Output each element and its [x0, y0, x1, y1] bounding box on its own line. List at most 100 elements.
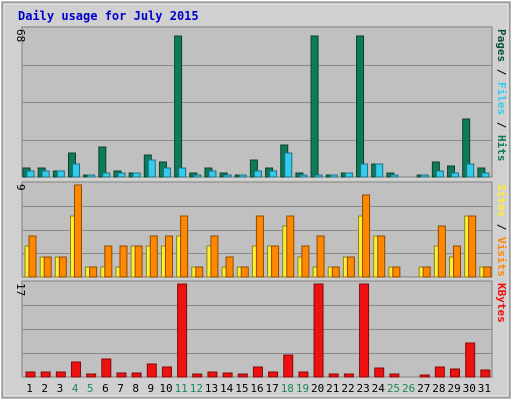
x-tick-label-day-31: 31	[478, 382, 491, 395]
legend-kbytes: KBytes	[495, 283, 508, 323]
bar-hits-files-day-22	[344, 172, 353, 178]
bar-visits-visits-day-4	[73, 184, 82, 278]
x-tick-label-day-28: 28	[432, 382, 445, 395]
bar-hits-files-day-19	[299, 174, 308, 178]
bar-kbytes-kbytes-day-25	[389, 373, 400, 378]
bar-kbytes-kbytes-day-17	[268, 371, 279, 378]
panel-hits-ymax-label: 68	[14, 29, 27, 42]
x-tick-label-day-1: 1	[26, 382, 33, 395]
bar-visits-visits-day-9	[149, 235, 158, 278]
bar-kbytes-kbytes-day-22	[343, 373, 354, 378]
bar-visits-visits-day-7	[119, 245, 128, 278]
bar-kbytes-kbytes-day-31	[480, 369, 491, 378]
bar-hits-files-day-29	[451, 172, 460, 178]
bar-hits-files-day-4	[71, 163, 80, 178]
bar-visits-visits-day-30	[468, 215, 477, 278]
bar-visits-visits-day-24	[377, 235, 386, 278]
x-tick-label-day-25: 25	[387, 382, 400, 395]
bar-visits-visits-day-5	[89, 266, 98, 278]
bar-hits-files-day-2	[41, 170, 50, 178]
bar-visits-visits-day-18	[286, 215, 295, 278]
bar-hits-files-day-12	[193, 174, 202, 178]
bar-kbytes-kbytes-day-19	[298, 371, 309, 378]
x-tick-label-day-5: 5	[87, 382, 94, 395]
legend-separator: /	[495, 115, 508, 135]
chart-title: Daily usage for July 2015	[18, 9, 199, 23]
bar-hits-files-day-7	[117, 172, 126, 178]
x-tick-label-day-14: 14	[220, 382, 234, 395]
bar-kbytes-kbytes-day-14	[222, 372, 233, 378]
bar-visits-visits-day-19	[301, 245, 310, 278]
bar-kbytes-kbytes-day-23	[359, 283, 370, 378]
bar-visits-visits-day-3	[58, 256, 67, 278]
bar-visits-visits-day-10	[164, 235, 173, 278]
bar-hits-files-day-24	[375, 163, 384, 178]
legend-files: Files	[495, 82, 508, 115]
bar-visits-visits-day-29	[453, 245, 462, 278]
panel-kbytes-ymax-label: 17	[14, 283, 27, 296]
bar-kbytes-kbytes-day-28	[434, 366, 445, 378]
panel-visits-legend: Sites / Visits	[495, 184, 508, 277]
bar-visits-visits-day-20	[316, 235, 325, 278]
bar-kbytes-kbytes-day-11	[177, 283, 188, 378]
bar-hits-hits-day-20	[310, 35, 319, 178]
bar-kbytes-kbytes-day-21	[328, 373, 339, 378]
legend-separator: /	[495, 62, 508, 82]
bar-visits-visits-day-25	[392, 266, 401, 278]
bar-hits-files-day-1	[26, 170, 35, 178]
bar-kbytes-kbytes-day-27	[419, 374, 430, 378]
bar-hits-files-day-25	[390, 174, 399, 178]
bar-visits-visits-day-11	[180, 215, 189, 278]
bar-hits-hits-day-16	[249, 159, 258, 178]
x-tick-label-day-17: 17	[266, 382, 279, 395]
bar-kbytes-kbytes-day-30	[465, 342, 476, 378]
bar-hits-files-day-20	[314, 174, 323, 178]
bar-visits-visits-day-23	[362, 194, 371, 278]
bar-hits-files-day-9	[147, 159, 156, 178]
x-tick-label-day-15: 15	[235, 382, 248, 395]
bar-hits-files-day-31	[481, 172, 490, 178]
x-tick-label-day-10: 10	[159, 382, 172, 395]
bar-visits-visits-day-14	[225, 256, 234, 278]
bar-visits-visits-day-1	[28, 235, 37, 278]
chart-panels: 68 Pages / Files / Hits 9 Sites / Visits 17 K…	[14, 26, 508, 378]
bar-kbytes-kbytes-day-3	[55, 371, 66, 378]
bar-kbytes-kbytes-day-12	[192, 373, 203, 378]
x-tick-label-day-3: 3	[57, 382, 64, 395]
bar-hits-files-day-6	[102, 172, 111, 178]
bar-hits-files-day-13	[208, 170, 217, 178]
bar-visits-visits-day-2	[43, 256, 52, 278]
x-tick-label-day-2: 2	[41, 382, 48, 395]
panel-kbytes: 17 KBytes	[14, 280, 508, 378]
bar-kbytes-kbytes-day-10	[161, 366, 172, 378]
panel-visits: 9 Sites / Visits	[14, 181, 508, 278]
bar-visits-visits-day-21	[331, 266, 340, 278]
x-tick-label-day-8: 8	[132, 382, 139, 395]
x-tick-label-day-11: 11	[175, 382, 188, 395]
bar-visits-visits-day-8	[134, 245, 143, 278]
bar-visits-visits-day-12	[195, 266, 204, 278]
bar-hits-files-day-27	[420, 174, 429, 178]
bar-visits-visits-day-6	[104, 245, 113, 278]
bar-kbytes-kbytes-day-16	[252, 366, 263, 378]
legend-visits: Visits	[495, 237, 508, 277]
x-tick-label-day-19: 19	[296, 382, 309, 395]
bar-hits-files-day-11	[178, 167, 187, 178]
bar-kbytes-kbytes-day-8	[131, 372, 142, 378]
bar-hits-hits-day-23	[356, 35, 365, 178]
bar-hits-files-day-30	[466, 163, 475, 178]
bar-visits-visits-day-22	[346, 256, 355, 278]
bar-hits-files-day-15	[238, 174, 247, 178]
legend-pages: Pages	[495, 29, 508, 62]
bar-hits-files-day-18	[284, 152, 293, 178]
bar-hits-files-day-3	[56, 170, 65, 178]
x-tick-label-day-16: 16	[250, 382, 263, 395]
x-tick-label-day-4: 4	[72, 382, 79, 395]
bar-hits-files-day-21	[329, 174, 338, 178]
panel-kbytes-legend: KBytes	[495, 283, 508, 323]
x-tick-label-day-9: 9	[148, 382, 155, 395]
bar-visits-visits-day-16	[255, 215, 264, 278]
x-tick-label-day-22: 22	[341, 382, 354, 395]
